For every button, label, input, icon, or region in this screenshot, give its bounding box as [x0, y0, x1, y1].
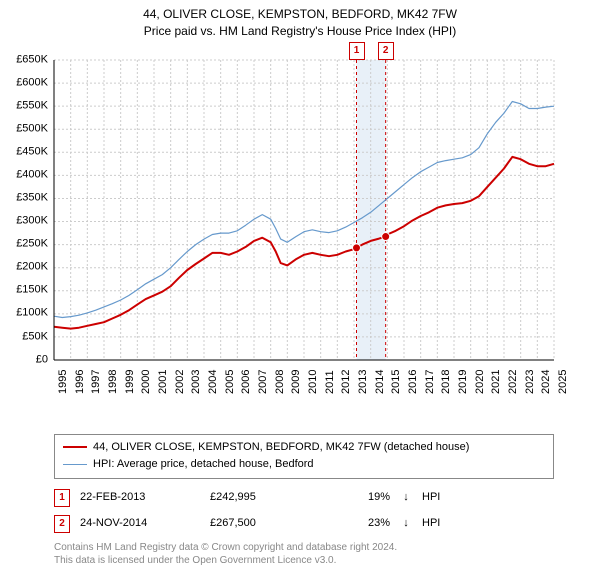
y-tick-label: £550K — [0, 100, 48, 111]
x-tick-label: 2015 — [391, 369, 402, 393]
chart-marker-box: 2 — [378, 42, 394, 60]
x-tick-label: 2014 — [375, 369, 386, 393]
y-tick-label: £100K — [0, 308, 48, 319]
x-tick-label: 1999 — [125, 369, 136, 393]
chart-title: 44, OLIVER CLOSE, KEMPSTON, BEDFORD, MK4… — [0, 6, 600, 23]
x-tick-label: 2007 — [258, 369, 269, 393]
x-tick-label: 2020 — [475, 369, 486, 393]
legend-row: HPI: Average price, detached house, Bedf… — [63, 456, 545, 474]
transaction-pct: 19% — [320, 491, 390, 504]
footer-line-2: This data is licensed under the Open Gov… — [54, 554, 554, 567]
transaction-vs-label: HPI — [422, 517, 554, 530]
transaction-pct: 23% — [320, 517, 390, 530]
arrow-down-icon: ↓ — [400, 517, 412, 530]
arrow-down-icon: ↓ — [400, 491, 412, 504]
x-tick-label: 2008 — [275, 369, 286, 393]
x-tick-label: 1996 — [75, 369, 86, 393]
chart-marker-box: 1 — [349, 42, 365, 60]
x-tick-label: 2003 — [191, 369, 202, 393]
x-tick-label: 2016 — [408, 369, 419, 393]
x-tick-label: 2025 — [558, 369, 569, 393]
y-tick-label: £650K — [0, 54, 48, 65]
y-tick-label: £350K — [0, 193, 48, 204]
transaction-marker-number: 1 — [54, 489, 70, 507]
x-tick-label: 1998 — [108, 369, 119, 393]
y-tick-label: £500K — [0, 123, 48, 134]
x-tick-label: 2019 — [458, 369, 469, 393]
x-tick-label: 2000 — [141, 369, 152, 393]
transaction-date: 24-NOV-2014 — [80, 517, 200, 530]
transaction-row: 1 22-FEB-2013 £242,995 19% ↓ HPI — [54, 489, 554, 507]
x-tick-label: 2017 — [425, 369, 436, 393]
x-tick-label: 2009 — [291, 369, 302, 393]
x-tick-label: 2004 — [208, 369, 219, 393]
transaction-date: 22-FEB-2013 — [80, 491, 200, 504]
x-tick-label: 2001 — [158, 369, 169, 393]
transaction-vs-label: HPI — [422, 491, 554, 504]
legend-swatch — [63, 446, 87, 448]
legend-box: 44, OLIVER CLOSE, KEMPSTON, BEDFORD, MK4… — [54, 434, 554, 479]
x-tick-label: 2018 — [441, 369, 452, 393]
footer-attribution: Contains HM Land Registry data © Crown c… — [54, 541, 554, 567]
x-tick-label: 2010 — [308, 369, 319, 393]
x-tick-label: 2006 — [241, 369, 252, 393]
legend-swatch — [63, 464, 87, 465]
x-tick-label: 2023 — [525, 369, 536, 393]
x-tick-label: 2021 — [491, 369, 502, 393]
y-tick-label: £0 — [0, 354, 48, 365]
x-tick-label: 2022 — [508, 369, 519, 393]
y-tick-label: £150K — [0, 285, 48, 296]
x-tick-label: 2011 — [325, 370, 336, 394]
transaction-price: £242,995 — [210, 491, 310, 504]
transaction-row: 2 24-NOV-2014 £267,500 23% ↓ HPI — [54, 515, 554, 533]
x-tick-label: 1995 — [58, 369, 69, 393]
x-tick-label: 2012 — [341, 369, 352, 393]
chart-subtitle: Price paid vs. HM Land Registry's House … — [0, 23, 600, 40]
y-tick-label: £200K — [0, 262, 48, 273]
x-tick-label: 2013 — [358, 369, 369, 393]
footer-line-1: Contains HM Land Registry data © Crown c… — [54, 541, 554, 554]
transaction-price: £267,500 — [210, 517, 310, 530]
transactions-table: 1 22-FEB-2013 £242,995 19% ↓ HPI 2 24-NOV-2014 £… — [54, 489, 554, 533]
transaction-marker-number: 2 — [54, 515, 70, 533]
chart-area: £0 £50K £100K £150K £200K £250K £300K £350K £400… — [0, 46, 600, 426]
legend-label: HPI: Average price, detached house, Bedf… — [93, 456, 314, 474]
y-tick-label: £300K — [0, 216, 48, 227]
legend-row: 44, OLIVER CLOSE, KEMPSTON, BEDFORD, MK4… — [63, 439, 545, 457]
legend-label: 44, OLIVER CLOSE, KEMPSTON, BEDFORD, MK4… — [93, 439, 469, 457]
x-tick-label: 2024 — [541, 369, 552, 393]
x-tick-label: 2005 — [225, 369, 236, 393]
x-tick-label: 2002 — [175, 369, 186, 393]
y-tick-label: £600K — [0, 77, 48, 88]
y-tick-label: £450K — [0, 146, 48, 157]
y-tick-label: £50K — [0, 331, 48, 342]
x-tick-label: 1997 — [91, 369, 102, 393]
y-tick-label: £400K — [0, 169, 48, 180]
y-tick-label: £250K — [0, 239, 48, 250]
